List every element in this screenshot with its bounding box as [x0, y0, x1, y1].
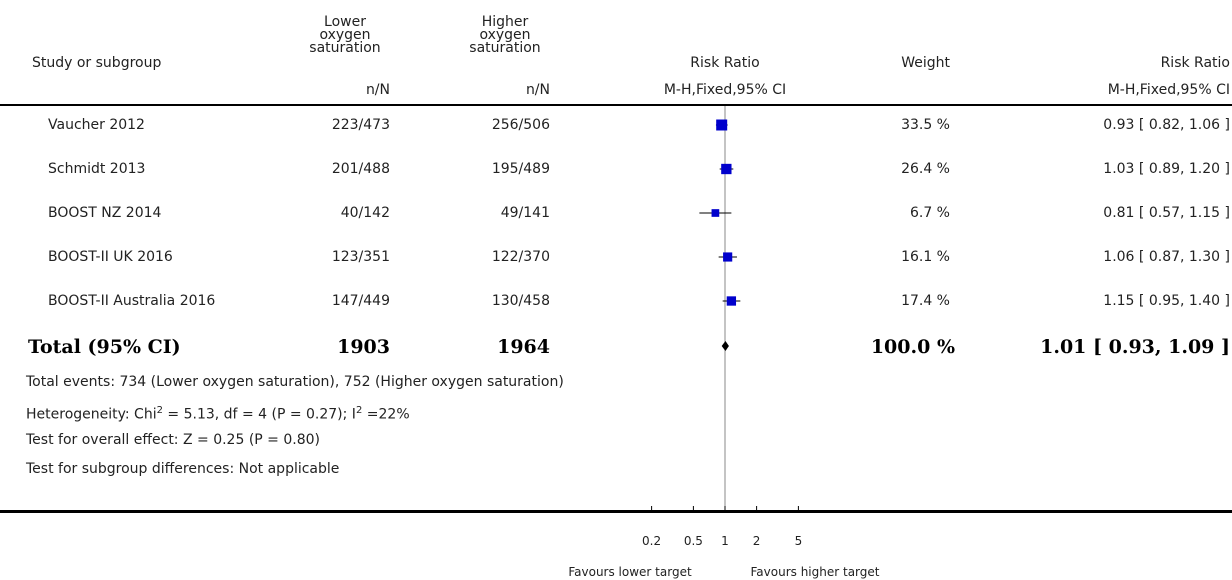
- study-name: BOOST NZ 2014: [48, 205, 162, 221]
- study-weight: 6.7 %: [909, 205, 950, 221]
- study-marker: [716, 119, 728, 131]
- chi-superscript: 2: [156, 405, 163, 416]
- total-group2: 1964: [497, 336, 550, 358]
- heterogeneity-text: Heterogeneity: Chi: [26, 406, 157, 423]
- group1-header-line2: oxygen: [319, 27, 371, 43]
- study-name: Vaucher 2012: [48, 117, 145, 133]
- group1-header: Lower oxygen saturation: [300, 14, 390, 56]
- study-weight: 17.4 %: [901, 293, 950, 309]
- study-name: Schmidt 2013: [48, 161, 146, 177]
- group2-header-line2: oxygen: [479, 27, 531, 43]
- study-marker: [726, 296, 737, 306]
- favours-right-label: Favours higher target: [750, 565, 880, 579]
- group1-nN-header: n/N: [365, 82, 390, 98]
- weight-header: Weight: [901, 55, 950, 71]
- study-group2: 195/489: [491, 161, 550, 177]
- study-weight: 26.4 %: [901, 161, 950, 177]
- x-tick-label: 5: [795, 534, 803, 548]
- footnote-subgroup: Test for subgroup differences: Not appli…: [26, 461, 340, 477]
- study-group1: 123/351: [331, 249, 390, 265]
- x-tick-label: 2: [753, 534, 761, 548]
- heterogeneity-stats: = 5.13, df = 4 (P = 0.27); I: [162, 406, 356, 423]
- total-ci-text: 1.01 [ 0.93, 1.09 ]: [1040, 336, 1230, 358]
- x-tick-label: 0.5: [684, 534, 703, 548]
- study-ci-text: 1.06 [ 0.87, 1.30 ]: [1103, 249, 1230, 265]
- x-tick-label: 0.2: [642, 534, 661, 548]
- study-group2: 256/506: [491, 117, 550, 133]
- study-name: BOOST-II UK 2016: [48, 249, 173, 265]
- total-diamond: [721, 341, 729, 351]
- study-ci-text: 1.03 [ 0.89, 1.20 ]: [1103, 161, 1230, 177]
- footnote-events: Total events: 734 (Lower oxygen saturati…: [26, 374, 564, 390]
- study-marker: [711, 209, 720, 217]
- heterogeneity-i2: =22%: [362, 406, 410, 423]
- study-name: BOOST-II Australia 2016: [48, 293, 216, 309]
- study-group1: 201/488: [331, 161, 390, 177]
- study-column-header: Study or subgroup: [32, 55, 162, 71]
- i-superscript: 2: [355, 405, 363, 416]
- study-group2: 122/370: [491, 249, 550, 265]
- group2-header-line3: saturation: [469, 40, 541, 56]
- study-group2: 130/458: [491, 293, 550, 309]
- study-ci-text: 0.93 [ 0.82, 1.06 ]: [1103, 117, 1230, 133]
- study-group2: 49/141: [500, 205, 550, 221]
- total-label: Total (95% CI): [28, 336, 181, 358]
- bottom-rule: [0, 510, 1232, 513]
- footnote-heterogeneity: Heterogeneity: Chi2 = 5.13, df = 4 (P = …: [26, 403, 410, 423]
- group1-header-line1: Lower: [324, 14, 366, 30]
- total-group1: 1903: [337, 336, 390, 358]
- rr-header: Risk Ratio: [1160, 55, 1230, 71]
- footnote-overall-effect: Test for overall effect: Z = 0.25 (P = 0…: [26, 432, 320, 448]
- favours-left-label: Favours lower target: [568, 565, 692, 579]
- x-tick-label: 1: [721, 534, 729, 548]
- study-group1: 40/142: [340, 205, 390, 221]
- study-group1: 223/473: [331, 117, 390, 133]
- study-marker: [721, 163, 732, 175]
- study-group1: 147/449: [331, 293, 390, 309]
- group2-header: Higher oxygen saturation: [460, 14, 550, 56]
- study-weight: 16.1 %: [901, 249, 950, 265]
- group2-header-line1: Higher: [481, 14, 529, 30]
- study-ci-text: 0.81 [ 0.57, 1.15 ]: [1103, 205, 1230, 221]
- group1-header-line3: saturation: [309, 40, 381, 56]
- plot-title: Risk Ratio: [690, 55, 760, 71]
- study-marker: [723, 252, 733, 262]
- study-ci-text: 1.15 [ 0.95, 1.40 ]: [1103, 293, 1230, 309]
- total-weight: 100.0 %: [870, 336, 955, 358]
- study-weight: 33.5 %: [901, 117, 950, 133]
- rr-method: M-H,Fixed,95% CI: [1107, 82, 1230, 98]
- group2-nN-header: n/N: [525, 82, 550, 98]
- header-rule: [0, 104, 1232, 106]
- plot-method: M-H,Fixed,95% CI: [663, 82, 787, 98]
